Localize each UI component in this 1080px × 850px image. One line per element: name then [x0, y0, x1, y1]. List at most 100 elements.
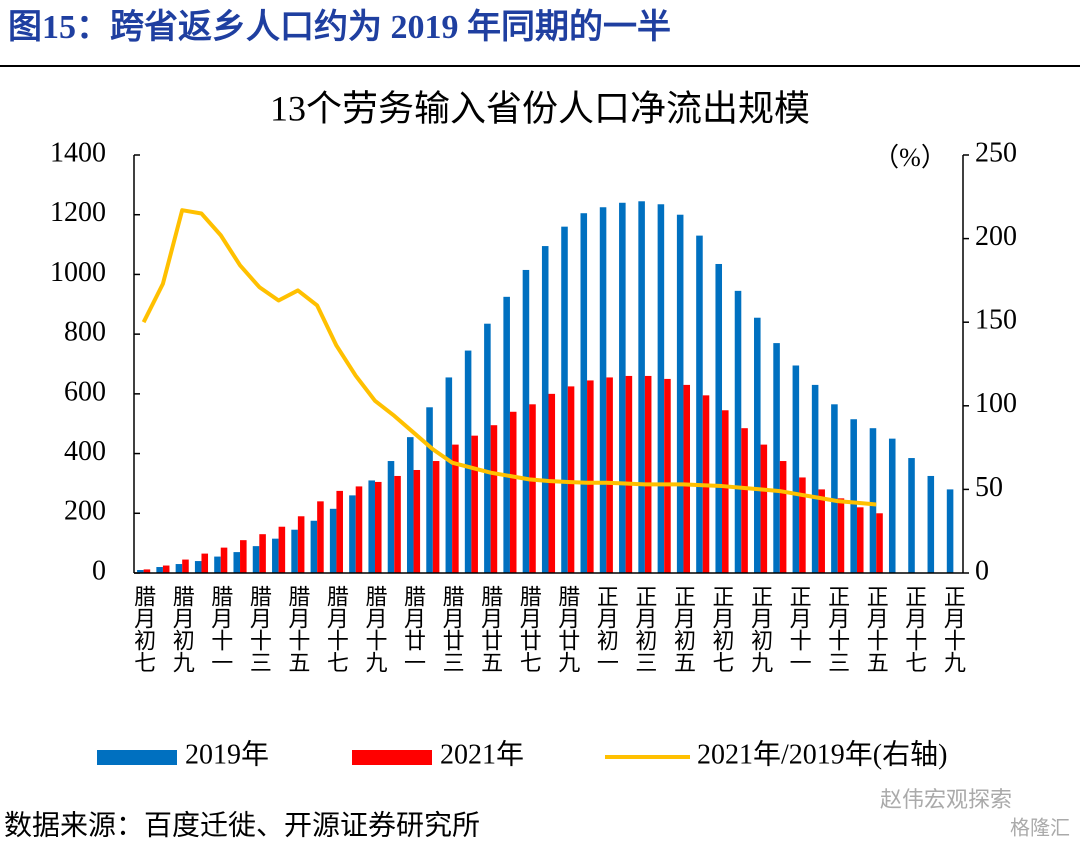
x-tick-label: 腊月十三: [247, 585, 272, 673]
y-tick-label: 800: [64, 317, 106, 348]
bar: [837, 498, 845, 573]
y2-tick-label: 50: [975, 472, 1003, 503]
y-tick-label: 400: [64, 436, 106, 467]
bar: [413, 469, 421, 573]
bar: [676, 214, 684, 573]
bar: [259, 534, 266, 573]
bar: [696, 235, 703, 573]
bar: [888, 438, 896, 573]
x-tick-label: 正月初七: [710, 585, 735, 673]
y2-tick-label: 100: [975, 388, 1017, 419]
bar: [683, 384, 691, 573]
bar: [355, 486, 363, 573]
bar: [541, 246, 549, 574]
x-tick-label: 正月初三: [632, 585, 657, 673]
x-tick-label: 正月十一: [787, 585, 812, 673]
bar: [291, 529, 298, 573]
bar: [946, 489, 954, 573]
bar: [779, 461, 787, 573]
bar: [368, 480, 375, 573]
bar: [548, 393, 556, 573]
bar: [722, 410, 729, 573]
bar: [484, 323, 491, 573]
x-tick-label: 正月初九: [748, 585, 773, 673]
bar: [580, 213, 588, 573]
bar: [509, 411, 517, 573]
legend-label: 2021年: [440, 738, 524, 770]
bar: [561, 226, 568, 573]
bar: [214, 556, 221, 573]
figure-title: 图15：跨省返乡人口约为 2019 年同期的一半: [8, 8, 671, 46]
bar: [194, 561, 202, 573]
watermark: 格隆汇: [1010, 817, 1070, 840]
x-tick-label: 腊月初七: [131, 585, 156, 673]
y2-tick-label: 150: [975, 305, 1017, 336]
bar: [240, 540, 247, 573]
bar: [599, 207, 607, 573]
bar: [272, 538, 279, 573]
y2-unit: （%）: [873, 143, 947, 172]
bar: [297, 516, 305, 573]
bar: [869, 428, 877, 573]
x-tick-label: 正月十九: [941, 585, 966, 673]
y-tick-label: 1400: [50, 137, 106, 168]
bar: [201, 553, 209, 573]
legend-label: 2021年/2019年(右轴): [697, 738, 947, 770]
x-tick-label: 正月十五: [864, 585, 889, 673]
y-tick-label: 1000: [50, 257, 106, 288]
bar: [734, 290, 742, 573]
x-tick-label: 腊月廿九: [555, 585, 580, 673]
legend-swatch: [352, 750, 432, 765]
bar: [606, 377, 613, 573]
bar: [317, 501, 324, 573]
bar: [445, 377, 453, 573]
bar: [464, 350, 472, 573]
bar: [792, 365, 800, 573]
y-tick-label: 200: [64, 496, 106, 527]
bar: [754, 317, 761, 573]
x-tick-label: 腊月十九: [362, 585, 387, 673]
bar: [175, 564, 183, 573]
bar: [625, 375, 633, 573]
bar: [773, 343, 780, 573]
bar: [657, 204, 665, 573]
bar: [156, 567, 163, 573]
x-tick-label: 正月十七: [902, 585, 927, 673]
bar: [799, 477, 806, 573]
bar: [619, 202, 626, 573]
bar: [349, 495, 356, 573]
bar: [310, 520, 318, 573]
x-tick-label: 腊月十七: [324, 585, 349, 673]
bar: [818, 489, 825, 573]
legend-label: 2019年: [185, 738, 269, 770]
y2-tick-label: 200: [975, 221, 1017, 252]
x-tick-label: 正月十三: [825, 585, 850, 673]
bar: [278, 526, 286, 573]
bar: [529, 404, 536, 573]
bar: [522, 269, 530, 573]
bar: [452, 444, 459, 573]
bar: [741, 428, 748, 573]
bar: [927, 475, 935, 573]
bar: [490, 425, 498, 573]
bar: [252, 546, 260, 573]
bar: [638, 201, 645, 573]
x-tick-label: 腊月廿七: [517, 585, 542, 673]
bar: [182, 559, 189, 573]
bar: [143, 569, 151, 573]
y2-tick-label: 0: [975, 555, 989, 586]
chart-title: 13个劳务输入省份人口净流出规模: [270, 88, 810, 128]
bar: [162, 565, 170, 573]
bar: [760, 444, 768, 573]
bar: [715, 263, 723, 573]
x-tick-label: 腊月廿三: [440, 585, 465, 673]
x-tick-label: 腊月廿五: [478, 585, 503, 673]
x-tick-label: 腊月初九: [170, 585, 195, 673]
bar: [831, 404, 838, 573]
source: 数据来源：百度迁徙、开源证券研究所: [4, 809, 480, 841]
line: [141, 208, 877, 507]
x-tick-label: 正月初一: [594, 585, 619, 673]
x-tick-label: 腊月十五: [285, 585, 310, 673]
bar: [908, 458, 915, 573]
